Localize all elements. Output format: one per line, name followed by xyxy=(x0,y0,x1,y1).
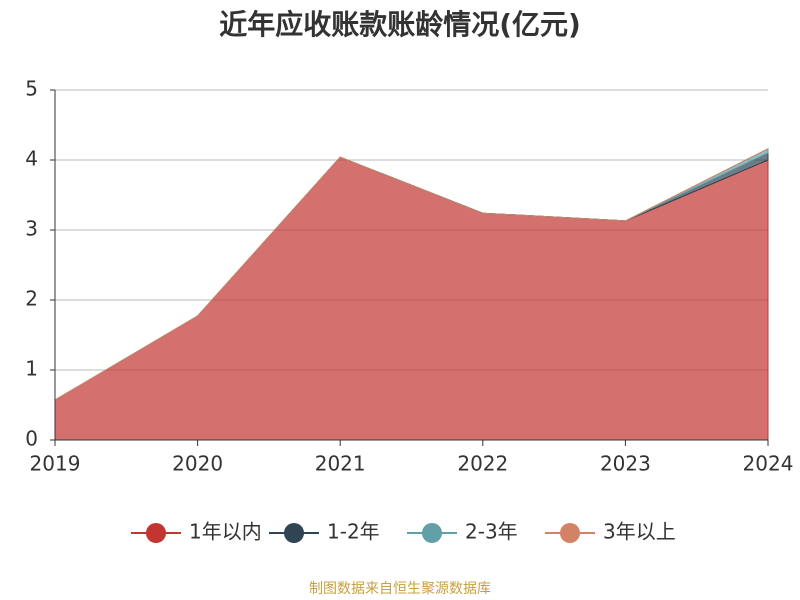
x-tick-label: 2023 xyxy=(600,452,651,476)
x-tick-label: 2019 xyxy=(30,452,81,476)
x-tick-label: 2022 xyxy=(457,452,508,476)
legend-item: 3年以上 xyxy=(545,520,676,544)
legend-marker xyxy=(560,523,580,543)
chart-title: 近年应收账款账龄情况(亿元) xyxy=(219,8,581,41)
legend-label: 3年以上 xyxy=(603,520,676,544)
area xyxy=(54,156,769,441)
x-tick-label: 2020 xyxy=(172,452,223,476)
area xyxy=(54,148,769,401)
y-tick-label: 0 xyxy=(25,427,38,451)
legend-item: 1年以内 xyxy=(131,520,262,544)
legend-marker xyxy=(146,523,166,543)
legend-label: 1-2年 xyxy=(327,520,380,544)
legend-label: 2-3年 xyxy=(465,520,518,544)
y-tick-label: 4 xyxy=(25,147,38,171)
y-tick-label: 5 xyxy=(25,77,38,101)
legend-item: 1-2年 xyxy=(269,520,380,544)
legend-marker xyxy=(422,523,442,543)
y-tick-label: 1 xyxy=(25,357,38,381)
legend-label: 1年以内 xyxy=(189,520,262,544)
y-tick-label: 2 xyxy=(25,287,38,311)
x-tick-label: 2024 xyxy=(743,452,794,476)
x-tick-label: 2021 xyxy=(315,452,366,476)
y-tick-label: 3 xyxy=(25,217,38,241)
legend-item: 2-3年 xyxy=(407,520,518,544)
legend-marker xyxy=(284,523,304,543)
source-note: 制图数据来自恒生聚源数据库 xyxy=(309,581,491,597)
